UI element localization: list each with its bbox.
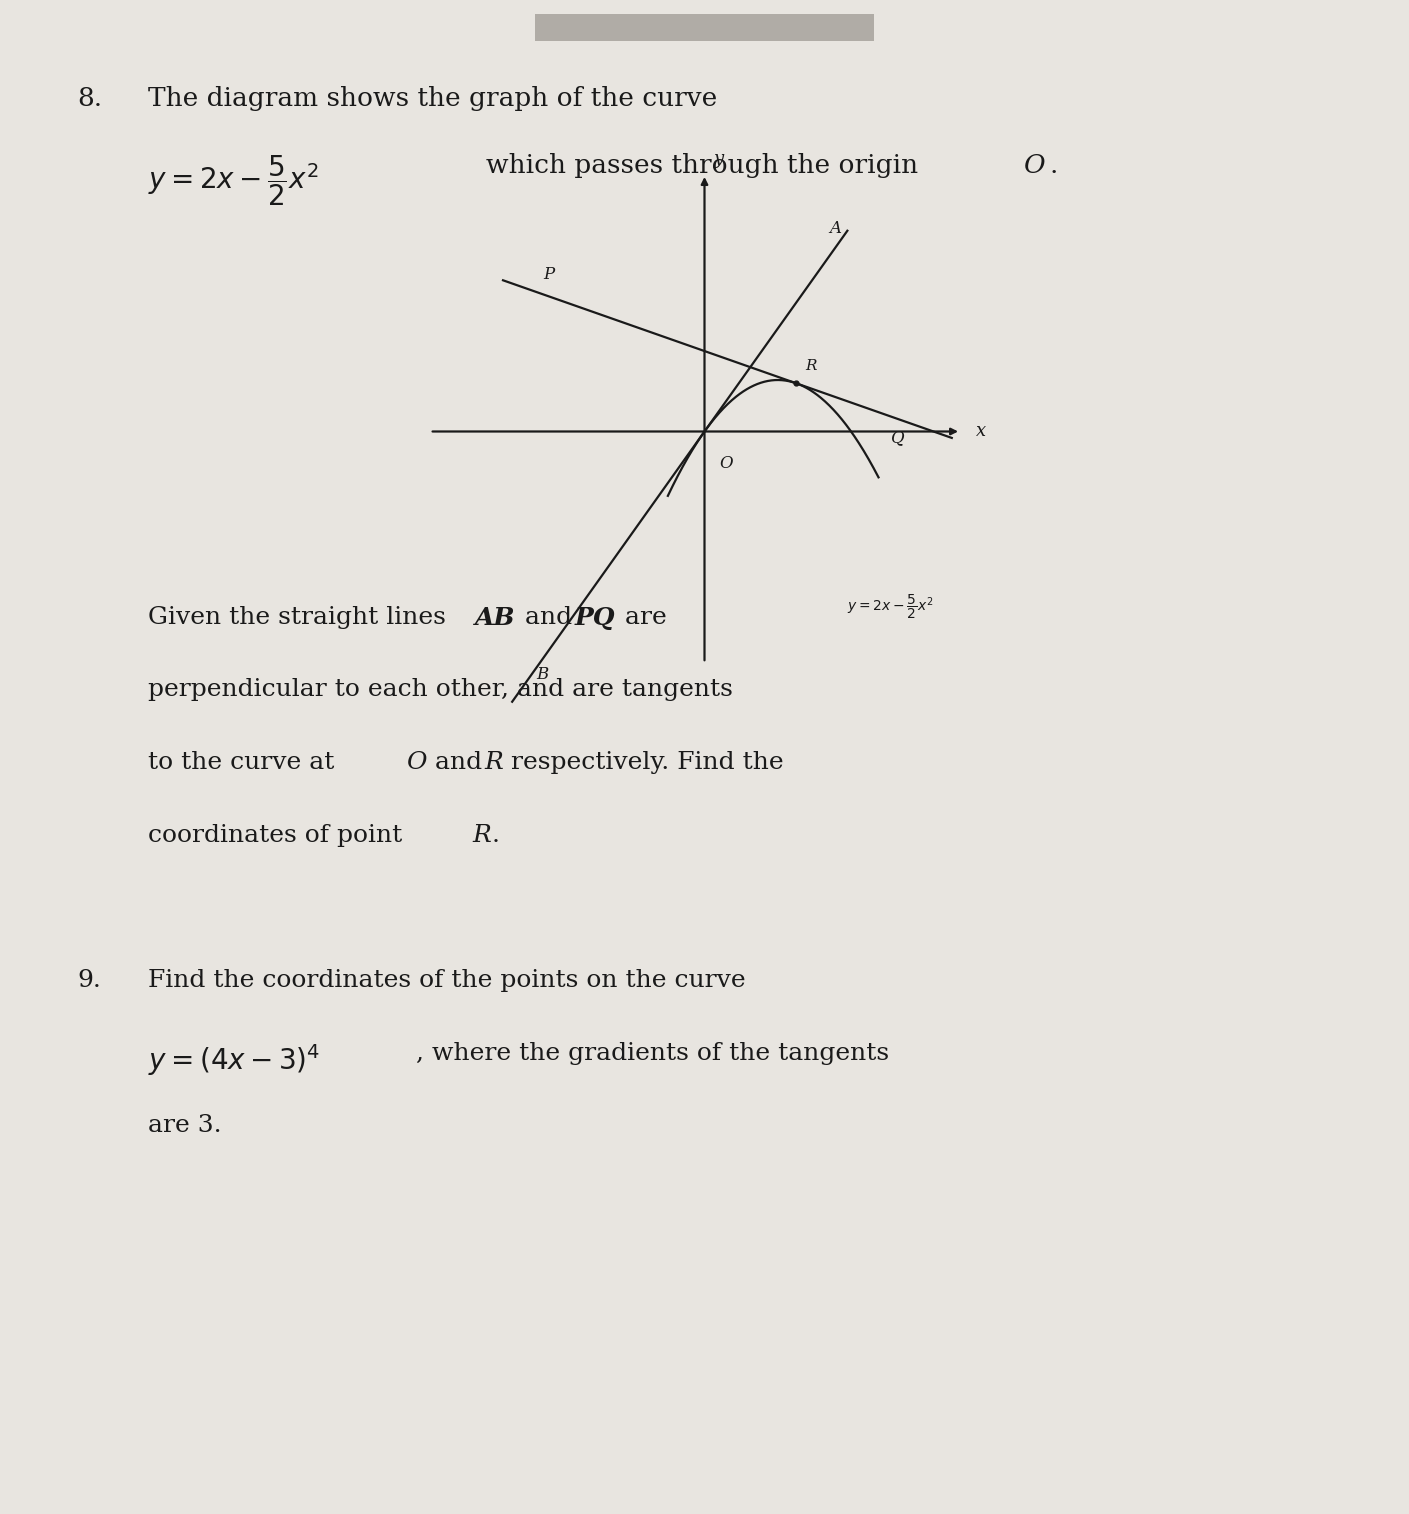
Text: .: . [1050,153,1058,179]
Text: Find the coordinates of the points on the curve: Find the coordinates of the points on th… [148,969,745,992]
Text: A: A [828,220,841,238]
Text: PQ: PQ [575,606,616,630]
Text: R: R [472,824,490,846]
Text: perpendicular to each other, and are tangents: perpendicular to each other, and are tan… [148,678,733,701]
Text: .: . [492,824,500,846]
Text: Q: Q [892,430,905,447]
Text: R: R [485,751,503,774]
Text: $y = 2x - \dfrac{5}{2}x^2$: $y = 2x - \dfrac{5}{2}x^2$ [847,592,934,621]
Text: $y = 2x - \dfrac{5}{2}x^2$: $y = 2x - \dfrac{5}{2}x^2$ [148,153,318,207]
Text: which passes through the origin: which passes through the origin [486,153,927,179]
Text: are: are [617,606,666,628]
Text: to the curve at: to the curve at [148,751,342,774]
Text: , where the gradients of the tangents: , where the gradients of the tangents [416,1042,889,1064]
Text: O: O [1024,153,1045,179]
Text: O: O [720,454,733,472]
Text: R: R [806,359,817,372]
Text: and: and [427,751,490,774]
Text: Given the straight lines: Given the straight lines [148,606,454,628]
Text: respectively. Find the: respectively. Find the [503,751,783,774]
Text: 8.: 8. [77,86,103,112]
Text: and: and [517,606,581,628]
Text: P: P [544,266,554,283]
Text: coordinates of point: coordinates of point [148,824,410,846]
Text: O: O [406,751,427,774]
Text: The diagram shows the graph of the curve: The diagram shows the graph of the curve [148,86,717,112]
Text: x: x [975,422,986,441]
Text: 9.: 9. [77,969,101,992]
FancyBboxPatch shape [535,14,874,41]
Text: $y = (4x - 3)^4$: $y = (4x - 3)^4$ [148,1042,320,1078]
Text: are 3.: are 3. [148,1114,221,1137]
Text: y: y [714,150,724,168]
Text: B: B [537,666,550,683]
Text: AB: AB [475,606,516,630]
